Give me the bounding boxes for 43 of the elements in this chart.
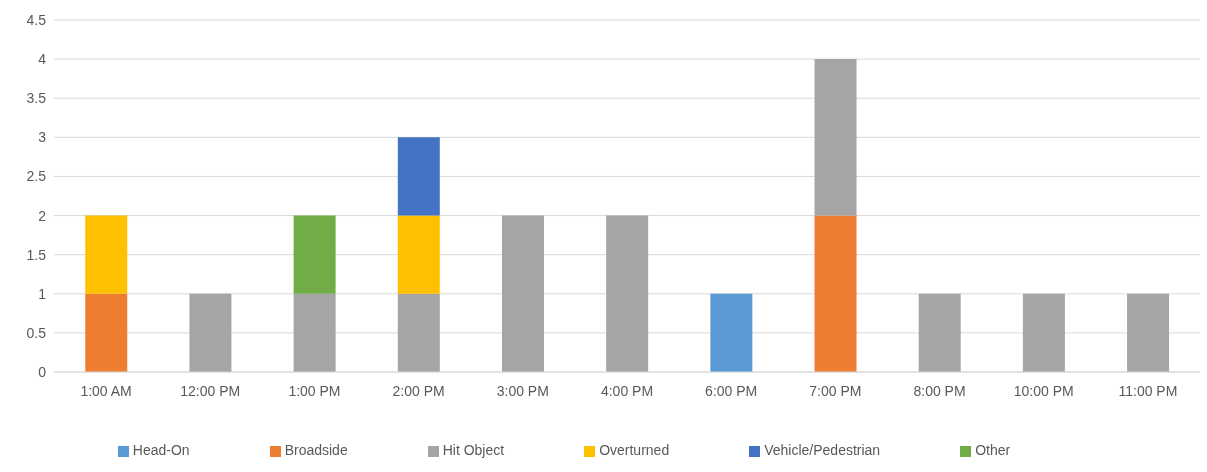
- legend-label: Broadside: [284, 442, 348, 458]
- bar: [1127, 293, 1170, 372]
- x-tick-label: 12:00 PM: [180, 382, 241, 399]
- bar: [293, 215, 336, 294]
- bar: [814, 215, 857, 372]
- x-tick-label: 8:00 PM: [913, 382, 966, 399]
- y-tick-label: 3: [38, 129, 47, 146]
- bar: [397, 137, 440, 216]
- bar: [85, 215, 128, 294]
- y-tick-label: 2: [38, 207, 47, 224]
- bar: [1022, 293, 1065, 372]
- x-tick-label: 1:00 AM: [80, 382, 132, 399]
- bar: [918, 293, 961, 372]
- x-tick-label: 1:00 PM: [288, 382, 341, 399]
- y-tick-label: 1.5: [26, 246, 47, 263]
- y-tick-label: 0: [38, 363, 47, 380]
- bar: [397, 215, 440, 294]
- bar: [85, 293, 128, 372]
- x-tick-label: 4:00 PM: [600, 382, 654, 399]
- bar: [606, 215, 649, 372]
- bar: [293, 293, 336, 372]
- bar: [710, 293, 753, 372]
- bar: [501, 215, 544, 372]
- y-tick-label: 4: [38, 51, 47, 68]
- y-tick-label: 3.5: [26, 90, 47, 107]
- x-tick-label: 2:00 PM: [392, 382, 445, 399]
- y-tick-label: 0.5: [26, 324, 47, 341]
- y-tick-label: 1: [38, 285, 47, 302]
- legend-label: Vehicle/Pedestrian: [764, 442, 881, 458]
- y-tick-label: 4.5: [26, 11, 47, 28]
- legend-label: Head-On: [132, 442, 190, 458]
- x-tick-label: 7:00 PM: [809, 382, 862, 399]
- x-tick-label: 11:00 PM: [1118, 382, 1178, 399]
- bar: [397, 293, 440, 372]
- x-tick-label: 6:00 PM: [705, 382, 758, 399]
- legend-label: Hit Object: [442, 442, 505, 458]
- x-tick-label: 3:00 PM: [496, 382, 549, 399]
- x-tick-label: 10:00 PM: [1013, 382, 1074, 399]
- legend-label: Other: [975, 442, 1011, 458]
- y-tick-label: 2.5: [26, 168, 47, 185]
- legend-label: Overturned: [599, 442, 670, 458]
- bar: [189, 293, 232, 372]
- bar: [814, 59, 857, 216]
